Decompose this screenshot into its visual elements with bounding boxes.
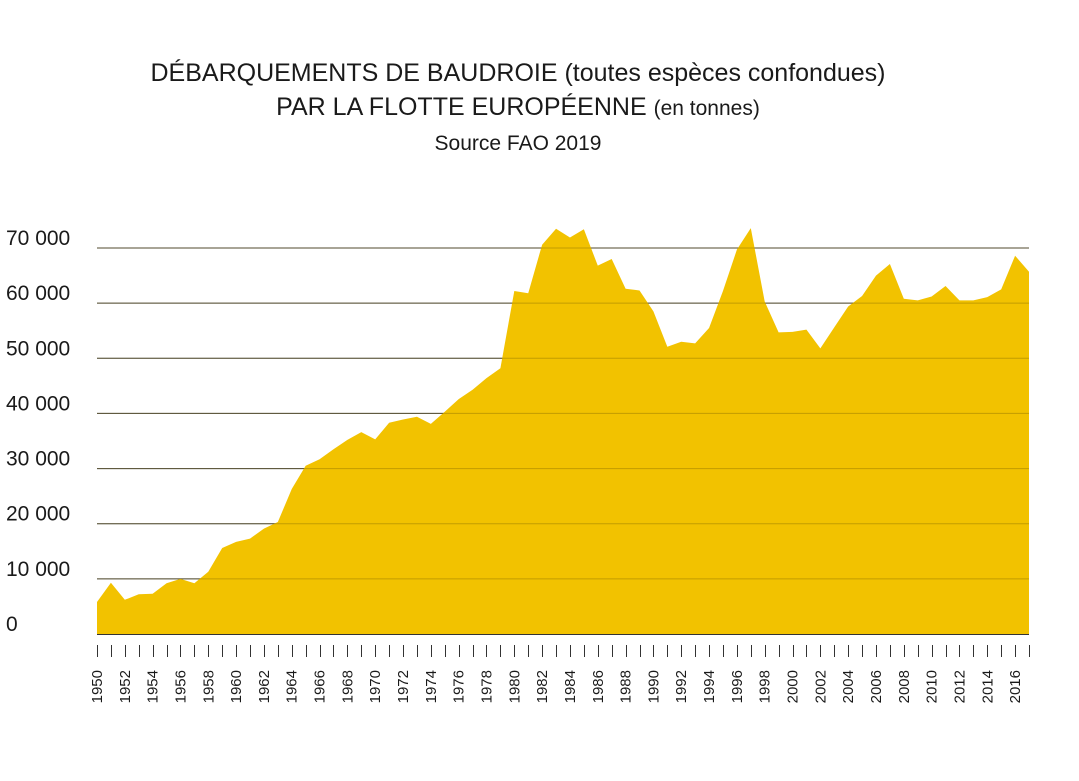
chart-title-line1: DÉBARQUEMENTS DE BAUDROIE (toutes espèce…: [150, 59, 886, 87]
chart-title-line2-main: PAR LA FLOTTE EUROPÉENNE: [276, 93, 647, 121]
y-tick-label: 50 000: [6, 337, 70, 360]
y-tick-label: 40 000: [6, 392, 70, 415]
x-tick-label: 1966: [312, 670, 329, 703]
x-tick-label: 2000: [785, 670, 802, 703]
x-tick-label: 2006: [868, 670, 885, 703]
x-tick-label: 2008: [896, 670, 913, 703]
x-tick-label: 1996: [729, 670, 746, 703]
chart-title-line2: PAR LA FLOTTE EUROPÉENNE (en tonnes): [0, 90, 1036, 126]
x-tick-label: 1954: [145, 670, 162, 703]
x-tick-label: 1982: [534, 670, 551, 703]
y-tick-label: 70 000: [6, 227, 70, 250]
x-tick-label: 1956: [173, 670, 190, 703]
y-tick-label: 30 000: [6, 448, 70, 471]
x-tick-label: 1974: [423, 670, 440, 703]
y-axis: 0 10 000 20 000 30 000 40 000 50 000 60 000 70 …: [6, 227, 70, 636]
x-tick-label: 1962: [256, 670, 273, 703]
x-tick-label: 1960: [228, 670, 245, 703]
x-tick-label: 1950: [89, 670, 106, 703]
x-tick-label: 1988: [618, 670, 635, 703]
x-tick-label: 1998: [757, 670, 774, 703]
x-tick-label: 1952: [117, 670, 134, 703]
x-tick-label: 1972: [395, 670, 412, 703]
x-tick-label: 2004: [840, 670, 857, 703]
x-tick-label: 1984: [562, 670, 579, 703]
chart-title-block: DÉBARQUEMENTS DE BAUDROIE (toutes espèce…: [0, 56, 1036, 160]
y-tick-label: 0: [6, 613, 18, 636]
x-tick-label: 1976: [451, 670, 468, 703]
x-tick-label: 1980: [506, 670, 523, 703]
area-series: [97, 228, 1029, 634]
x-tick-label: 1986: [590, 670, 607, 703]
chart-title-unit: (en tonnes): [653, 97, 760, 120]
chart-title: DÉBARQUEMENTS DE BAUDROIE (toutes espèce…: [0, 56, 1036, 90]
x-tick-label: 1992: [673, 670, 690, 703]
x-tick-label: 1978: [479, 670, 496, 703]
area-fill: [97, 228, 1029, 634]
chart-subtitle: Source FAO 2019: [434, 132, 602, 155]
x-tick-label: 1990: [645, 670, 662, 703]
x-tick-label: 2012: [951, 670, 968, 703]
y-tick-label: 10 000: [6, 558, 70, 581]
x-axis: 1950 1952 1954 1956 1958 1960 1962 1964 1966 1968…: [89, 634, 1030, 703]
x-tick-label: 2014: [979, 670, 996, 703]
y-tick-label: 60 000: [6, 282, 70, 305]
x-tick-label: 1958: [200, 670, 217, 703]
x-tick-label: 1964: [284, 670, 301, 703]
x-tick-label: 2010: [924, 670, 941, 703]
x-tick-label: 2016: [1007, 670, 1024, 703]
x-tick-label: 2002: [812, 670, 829, 703]
y-tick-label: 20 000: [6, 503, 70, 526]
x-tick-label: 1994: [701, 670, 718, 703]
gridlines-overlay: [97, 247, 1029, 580]
x-tick-label: 1968: [339, 670, 356, 703]
x-tick-label: 1970: [367, 670, 384, 703]
